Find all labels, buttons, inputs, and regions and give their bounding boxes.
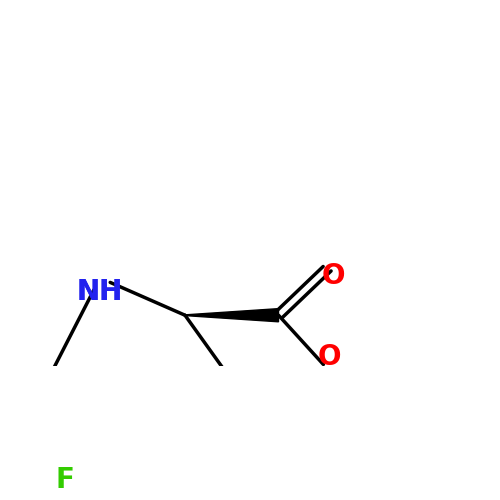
Text: F: F: [56, 466, 74, 494]
Text: NH: NH: [77, 278, 123, 306]
Polygon shape: [68, 424, 147, 484]
Text: O: O: [322, 262, 345, 290]
Polygon shape: [185, 308, 278, 322]
Text: NH: NH: [77, 278, 123, 306]
Text: O: O: [318, 343, 341, 371]
